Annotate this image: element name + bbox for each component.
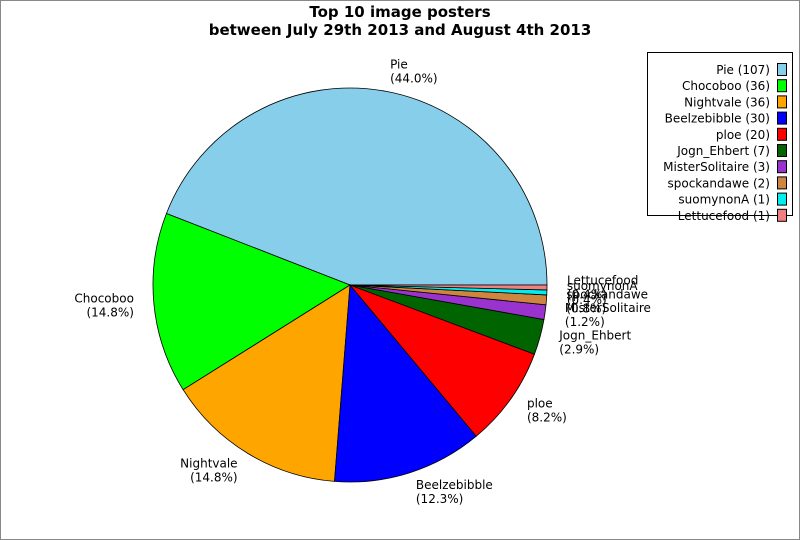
- slice-label: MisterSolitaire: [565, 301, 651, 315]
- slice-percent: (8.2%): [527, 411, 567, 425]
- slice-label: spockandawe: [566, 287, 648, 301]
- legend-label: Nightvale (36): [684, 95, 770, 109]
- chart-subtitle: between July 29th 2013 and August 4th 20…: [209, 21, 592, 39]
- slice-percent: (0.4%): [567, 288, 607, 302]
- legend-label: suomynonA (1): [678, 193, 770, 207]
- slice-label: Pie: [390, 58, 408, 72]
- legend-swatch: [777, 95, 787, 109]
- legend-label: ploe (20): [716, 128, 770, 142]
- legend-label: Chocoboo (36): [682, 79, 770, 93]
- slice-label: Lettucefood: [567, 274, 638, 288]
- slice-percent: (2.9%): [559, 342, 599, 356]
- legend-swatch: [777, 79, 787, 93]
- slice-label: Chocoboo: [74, 291, 134, 305]
- pie-slice: [165, 87, 548, 286]
- legend-swatch: [777, 208, 787, 222]
- pie-slice: [182, 284, 351, 482]
- slice-label: Beelzebibble: [416, 478, 493, 492]
- legend-label: spockandawe (2): [668, 176, 771, 190]
- pie-slice: [348, 284, 535, 437]
- legend-swatch: [777, 127, 787, 141]
- legend-box: [647, 52, 793, 216]
- legend-label: Beelzebibble (30): [665, 112, 770, 126]
- legend-label: Jogn_Ehbert (7): [676, 144, 770, 158]
- legend-swatch: [777, 176, 787, 190]
- slice-label: ploe: [527, 397, 553, 411]
- slice-percent: (12.3%): [416, 492, 463, 506]
- pie-slice: [349, 284, 548, 291]
- slice-percent: (44.0%): [390, 72, 437, 86]
- legend-swatch: [777, 160, 787, 174]
- legend-label: MisterSolitaire (3): [663, 160, 770, 174]
- slice-percent: (1.2%): [565, 315, 605, 329]
- legend-swatch: [777, 63, 787, 76]
- slice-label: Nightvale: [180, 457, 237, 471]
- legend-label: Pie (107): [716, 63, 770, 77]
- legend-swatch: [777, 192, 787, 206]
- slice-percent: (0.4%): [567, 293, 607, 307]
- pie-slice: [334, 283, 477, 483]
- slice-label: suomynonA: [567, 279, 639, 293]
- legend-label: Lettucefood (1): [678, 209, 770, 223]
- slice-percent: (14.8%): [86, 305, 133, 319]
- pie-slice: [152, 212, 351, 391]
- slice-label: Jogn_Ehbert: [558, 328, 631, 342]
- slice-percent: (0.8%): [566, 301, 606, 315]
- legend-swatch: [777, 144, 787, 157]
- legend-swatch: [777, 111, 787, 125]
- chart-title: Top 10 image posters: [309, 3, 490, 21]
- slice-percent: (14.8%): [190, 471, 237, 485]
